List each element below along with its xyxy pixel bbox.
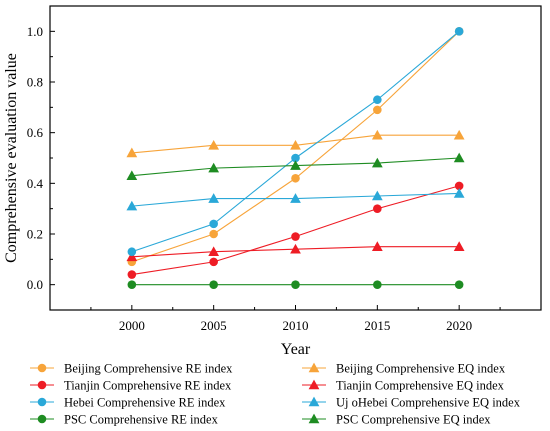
y-tick-label: 1.0	[27, 24, 43, 39]
data-point	[453, 188, 465, 198]
legend-item: Beijing Comprehensive RE index	[30, 362, 233, 376]
legend-item: PSC Comprehensive EQ index	[302, 413, 491, 427]
data-point	[373, 95, 382, 105]
series-psc-comprehensive-eq-index	[126, 152, 465, 181]
x-tick-label: 2020	[446, 318, 472, 333]
data-point	[37, 363, 47, 373]
legend-item: Uj oHebei Comprehensive EQ index	[302, 396, 521, 410]
data-point	[209, 229, 218, 239]
data-point	[373, 204, 382, 213]
y-tick-label: 0.4	[27, 176, 44, 191]
y-tick-label: 0.8	[27, 75, 43, 90]
data-point	[127, 270, 137, 279]
legend-label: PSC Comprehensive RE index	[64, 413, 219, 427]
legend-item: Beijing Comprehensive EQ index	[302, 362, 506, 376]
series-hebei-comprehensive-re-index	[127, 27, 464, 257]
data-point	[291, 232, 300, 241]
data-point	[371, 157, 383, 168]
series-uj-ohebei-comprehensive-eq-index	[126, 188, 465, 211]
legend-label: Beijing Comprehensive RE index	[64, 362, 233, 376]
data-point	[454, 181, 464, 191]
data-point	[290, 193, 301, 203]
data-point	[37, 380, 47, 390]
plot-area: 0.0 0.2 0.4 0.6 0.8 1.0 2000 2005 2010 2015 2020 Ye…	[3, 5, 542, 358]
series-beijing-comprehensive-eq-index	[126, 129, 465, 158]
data-point	[208, 193, 220, 203]
data-point	[291, 173, 300, 183]
data-point	[209, 280, 218, 289]
data-point	[371, 190, 383, 201]
data-point	[453, 241, 465, 251]
legend-label: PSC Comprehensive EQ index	[336, 413, 491, 427]
series-tianjin-comprehensive-re-index	[127, 181, 464, 279]
series-tianjin-comprehensive-eq-index	[126, 241, 465, 262]
data-point	[126, 170, 138, 181]
data-point	[208, 139, 220, 150]
legend-label: Uj oHebei Comprehensive EQ index	[336, 396, 521, 410]
data-point	[291, 153, 300, 163]
data-point	[209, 257, 218, 267]
data-point	[373, 105, 382, 115]
data-point	[373, 280, 382, 289]
legend-label: Tianjin Comprehensive EQ index	[336, 379, 505, 393]
data-point	[290, 160, 301, 170]
data-point	[308, 362, 320, 373]
data-point	[454, 27, 464, 36]
x-tick-label: 2010	[283, 318, 309, 333]
data-point	[290, 243, 301, 254]
x-axis-title: Year	[281, 341, 311, 358]
data-point	[290, 139, 301, 150]
x-tick-label: 2015	[364, 318, 390, 333]
data-point	[127, 280, 137, 289]
data-point	[308, 396, 320, 407]
data-point	[37, 414, 47, 424]
data-point	[208, 246, 220, 257]
data-point	[291, 280, 300, 289]
data-point	[453, 129, 465, 140]
data-point	[37, 397, 47, 407]
y-tick-label: 0.0	[27, 277, 43, 292]
data-point	[209, 219, 218, 229]
legend-item: PSC Comprehensive RE index	[30, 413, 219, 427]
y-tick-label: 0.2	[27, 227, 43, 242]
data-point	[308, 413, 320, 424]
legend-item: Tianjin Comprehensive RE index	[30, 379, 232, 393]
data-point	[371, 129, 383, 140]
x-tick-label: 2000	[119, 318, 145, 333]
data-point	[127, 247, 137, 257]
data-point	[454, 280, 464, 289]
data-point	[308, 379, 320, 390]
legend-label: Hebei Comprehensive RE index	[64, 396, 226, 410]
data-point	[371, 241, 383, 251]
data-point	[208, 162, 220, 173]
legend: Beijing Comprehensive RE index Beijing Co…	[30, 362, 521, 427]
legend-label: Beijing Comprehensive EQ index	[336, 362, 506, 376]
data-point	[126, 200, 138, 211]
data-point	[453, 152, 465, 163]
x-tick-label: 2005	[201, 318, 227, 333]
legend-item: Hebei Comprehensive RE index	[30, 396, 226, 410]
legend-item: Tianjin Comprehensive EQ index	[302, 379, 505, 393]
y-axis-title: Comprehensive evaluation value	[3, 53, 20, 263]
data-point	[126, 251, 138, 262]
series-psc-comprehensive-re-index	[127, 280, 464, 289]
data-point	[126, 147, 138, 158]
y-tick-label: 0.6	[27, 125, 44, 140]
legend-label: Tianjin Comprehensive RE index	[64, 379, 232, 393]
